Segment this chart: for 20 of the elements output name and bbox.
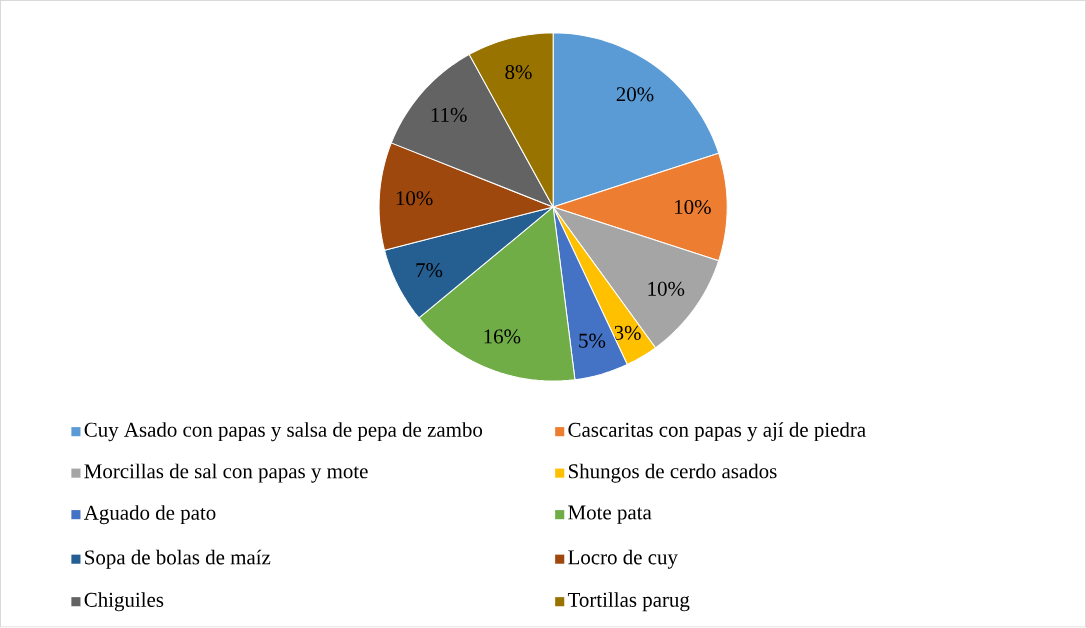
legend-label: Locro de cuy [568,549,678,569]
data-label: 5% [579,333,606,349]
legend-label: Mote pata [568,505,652,524]
data-label: 3% [614,325,641,341]
data-label: 11% [431,108,467,123]
data-label: 10% [675,200,711,215]
legend-label: Cuy Asado con papas y salsa de pepa de zambo [84,422,483,442]
legend-label: Morcillas de sal con papas y mote [84,463,368,483]
data-label: 7% [416,263,443,278]
data-label: 10% [648,281,685,297]
data-label: 16% [484,329,521,344]
data-label: 20% [616,87,654,102]
legend-label: Cascaritas con papas y ají de piedra [568,422,866,442]
legend-label: Chiguiles [84,592,164,612]
data-label: 10% [396,191,433,206]
legend-label: Aguado de pato [83,505,216,525]
legend-label: Sopa de bolas de maíz [85,549,271,569]
legend-label: Shungos de cerdo asados [568,463,777,483]
legend-label: Tortillas parug [567,592,690,612]
data-label: 8% [505,65,532,80]
